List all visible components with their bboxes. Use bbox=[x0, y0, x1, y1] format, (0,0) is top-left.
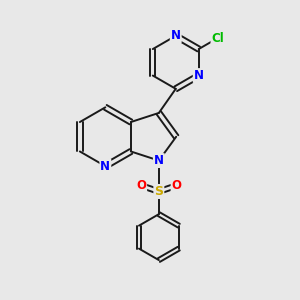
Text: N: N bbox=[154, 154, 164, 167]
Text: S: S bbox=[154, 185, 164, 198]
Text: Cl: Cl bbox=[212, 32, 224, 44]
Text: O: O bbox=[172, 179, 182, 192]
Text: N: N bbox=[100, 160, 110, 173]
Text: N: N bbox=[194, 69, 204, 82]
Text: O: O bbox=[136, 179, 146, 192]
Text: N: N bbox=[171, 29, 181, 42]
